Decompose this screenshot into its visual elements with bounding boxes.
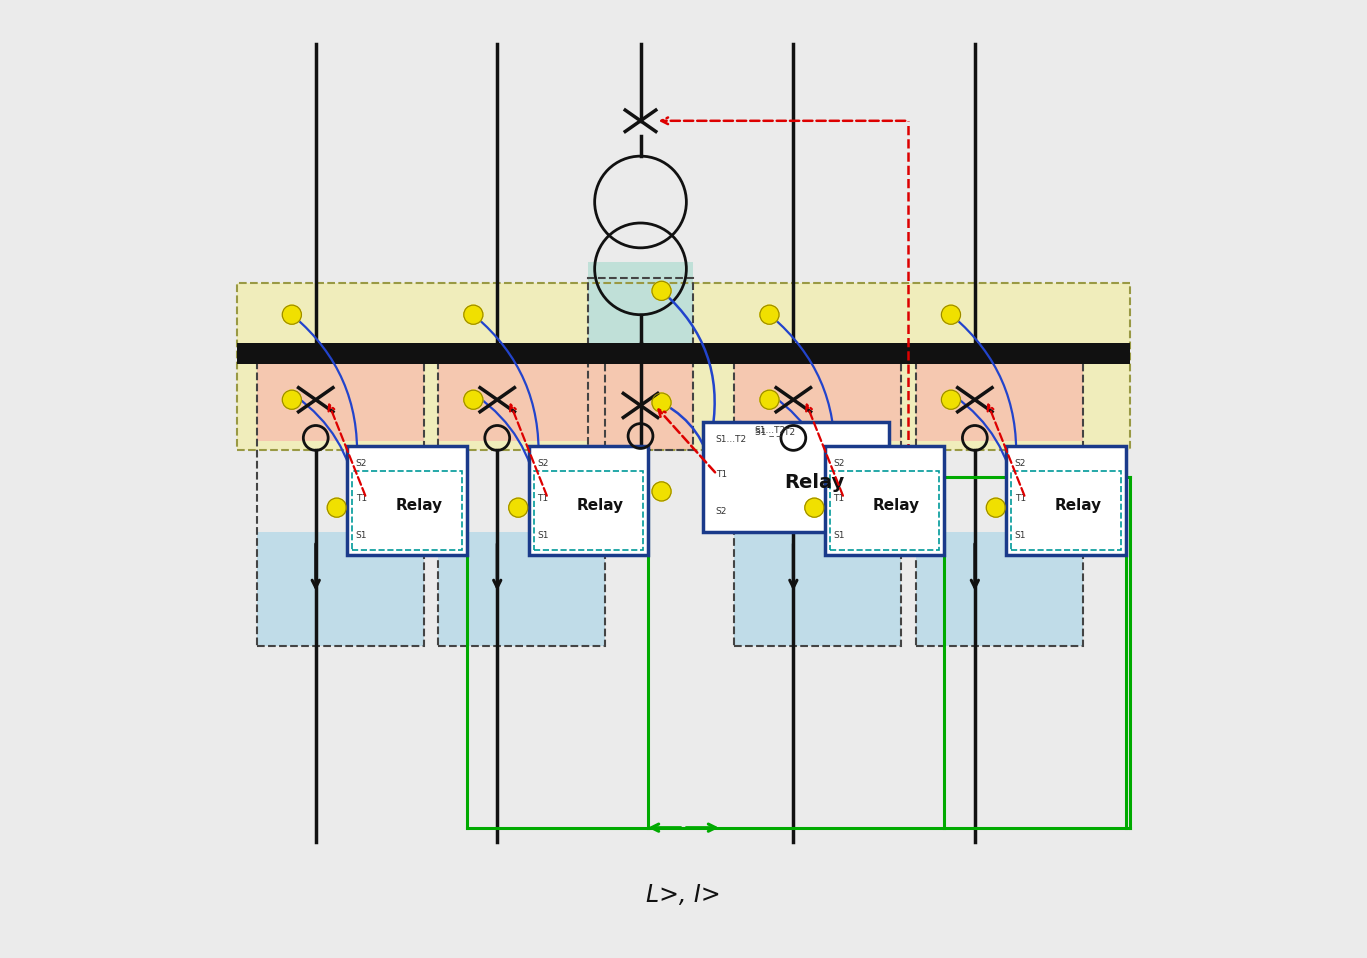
Circle shape [283, 390, 301, 409]
Text: T1: T1 [834, 493, 845, 503]
Circle shape [942, 306, 961, 324]
FancyBboxPatch shape [703, 422, 889, 532]
Circle shape [805, 498, 824, 517]
Text: S2: S2 [716, 508, 727, 516]
FancyBboxPatch shape [824, 445, 945, 556]
Text: S1...T2: S1...T2 [716, 435, 746, 444]
FancyBboxPatch shape [437, 532, 606, 646]
Circle shape [463, 306, 483, 324]
Circle shape [760, 390, 779, 409]
Text: S1: S1 [355, 531, 368, 540]
Circle shape [327, 498, 346, 517]
Text: S1: S1 [537, 531, 548, 540]
Text: Relay: Relay [785, 472, 845, 491]
FancyBboxPatch shape [916, 364, 1083, 441]
FancyBboxPatch shape [588, 364, 693, 450]
Text: Relay: Relay [395, 498, 443, 513]
FancyBboxPatch shape [257, 364, 424, 441]
Text: T1: T1 [1014, 493, 1025, 503]
Circle shape [463, 390, 483, 409]
FancyBboxPatch shape [916, 532, 1083, 646]
FancyBboxPatch shape [347, 445, 466, 556]
FancyBboxPatch shape [257, 532, 424, 646]
Text: Relay: Relay [1054, 498, 1102, 513]
Circle shape [652, 393, 671, 412]
Circle shape [652, 482, 671, 501]
Circle shape [942, 390, 961, 409]
FancyBboxPatch shape [238, 284, 1129, 450]
Circle shape [760, 306, 779, 324]
FancyBboxPatch shape [734, 532, 901, 646]
FancyBboxPatch shape [1006, 445, 1126, 556]
Text: T1: T1 [355, 493, 366, 503]
FancyBboxPatch shape [588, 262, 693, 343]
Text: T1: T1 [537, 493, 548, 503]
Circle shape [283, 306, 301, 324]
Text: S1: S1 [1014, 531, 1027, 540]
Text: S1 _ _ T2: S1 _ _ T2 [755, 427, 794, 436]
Text: S1...T2: S1...T2 [755, 426, 786, 435]
Text: Relay: Relay [874, 498, 920, 513]
FancyBboxPatch shape [437, 364, 606, 441]
Text: S2: S2 [355, 459, 366, 468]
FancyBboxPatch shape [734, 364, 901, 441]
Circle shape [652, 282, 671, 301]
Text: L>, I>: L>, I> [647, 882, 720, 906]
Circle shape [509, 498, 528, 517]
Text: S1: S1 [834, 531, 845, 540]
Text: S2: S2 [834, 459, 845, 468]
FancyBboxPatch shape [238, 343, 1129, 364]
Circle shape [987, 498, 1005, 517]
Text: S2: S2 [537, 459, 548, 468]
FancyBboxPatch shape [529, 445, 648, 556]
Text: T1: T1 [716, 470, 727, 479]
Text: S2: S2 [1014, 459, 1027, 468]
Text: Relay: Relay [577, 498, 623, 513]
